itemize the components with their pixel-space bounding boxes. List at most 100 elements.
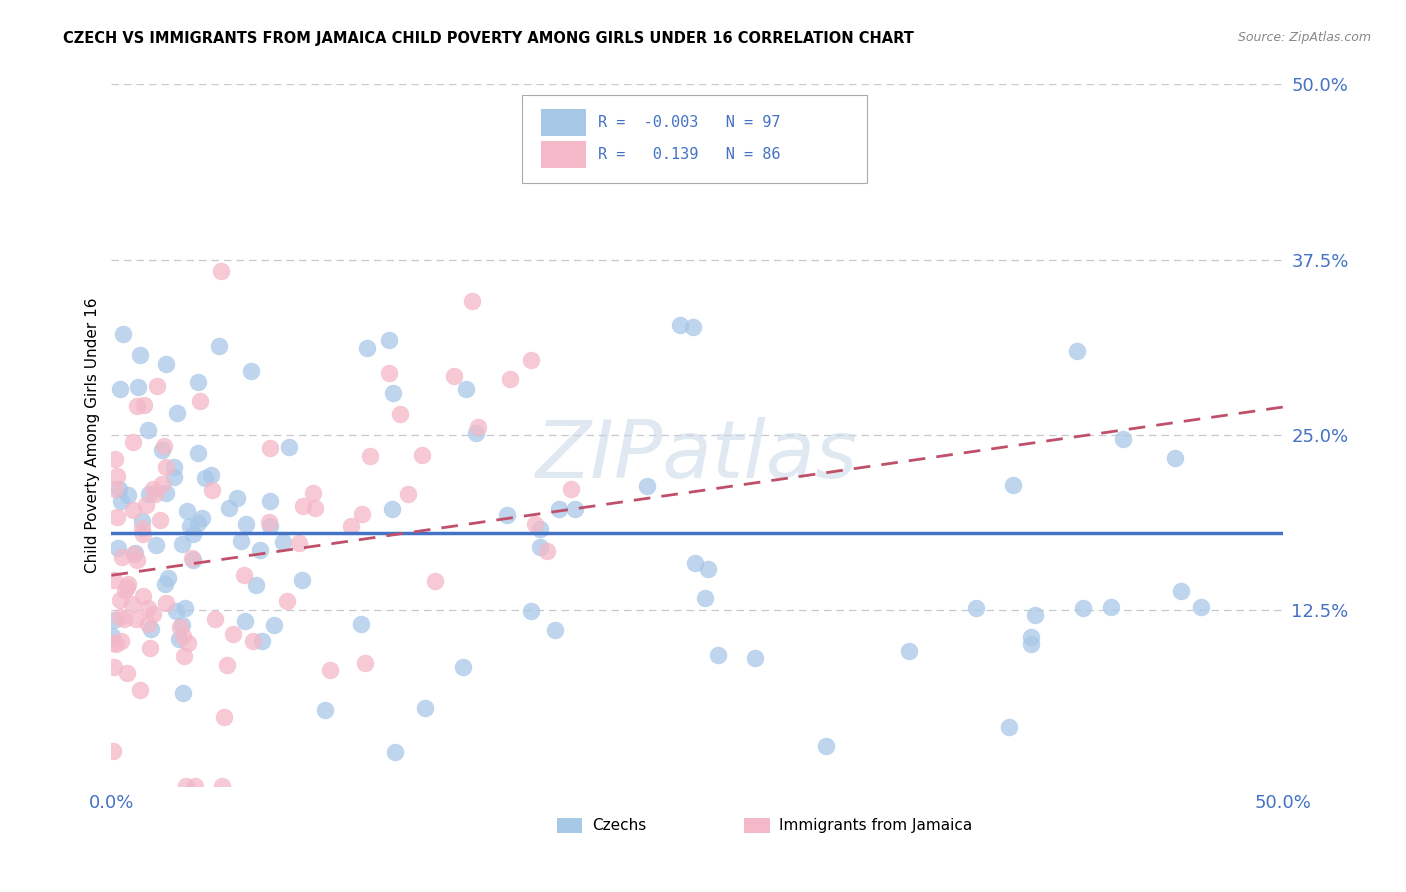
Point (359, 450, 381, 464)
Point (191, 511, 214, 525)
Point (396, 487, 419, 501)
Point (547, 501, 569, 516)
Point (145, 486, 167, 500)
Point (103, 744, 125, 758)
Point (136, 601, 159, 615)
Point (529, 522, 551, 536)
Point (411, 448, 433, 462)
Text: ZIPatlas: ZIPatlas (536, 417, 858, 495)
Point (536, 544, 558, 558)
Point (103, 660, 125, 674)
Point (302, 486, 325, 500)
Point (259, 519, 281, 533)
Point (101, 635, 124, 649)
Point (277, 440, 299, 454)
Point (181, 551, 204, 566)
Point (142, 607, 165, 621)
Point (460, 294, 482, 309)
Point (131, 520, 153, 534)
Point (384, 745, 406, 759)
Point (136, 423, 159, 437)
Bar (744, 818, 770, 833)
Y-axis label: Child Poverty Among Girls Under 16: Child Poverty Among Girls Under 16 (86, 297, 100, 573)
Point (176, 504, 198, 518)
Point (209, 264, 232, 278)
Point (233, 567, 256, 582)
Point (524, 517, 547, 532)
Point (163, 460, 186, 475)
Point (132, 589, 155, 603)
Point (229, 533, 252, 548)
Point (314, 703, 336, 717)
Point (110, 494, 132, 508)
Point (150, 476, 173, 491)
Point (519, 352, 541, 367)
Point (413, 701, 436, 715)
Text: Czechs: Czechs (592, 818, 647, 833)
Point (520, 604, 543, 618)
Point (174, 601, 197, 615)
Point (170, 618, 193, 632)
Point (104, 452, 127, 467)
Point (259, 441, 281, 455)
Point (108, 482, 131, 496)
Point (204, 612, 226, 626)
Point (111, 326, 134, 341)
Point (163, 469, 186, 483)
Point (1019, 630, 1042, 644)
Point (744, 651, 766, 665)
Point (214, 710, 236, 724)
Point (132, 526, 155, 541)
Bar (541, 141, 586, 168)
Point (291, 499, 314, 513)
Point (529, 540, 551, 554)
Point (240, 363, 263, 377)
Point (179, 518, 201, 533)
Point (122, 503, 145, 517)
Point (499, 372, 522, 386)
Point (271, 534, 294, 549)
Point (155, 486, 177, 500)
Point (218, 500, 240, 515)
Point (496, 508, 519, 523)
Point (1073, 601, 1095, 615)
Point (115, 580, 138, 594)
Point (1021, 637, 1043, 651)
Point (153, 577, 176, 591)
Point (138, 640, 160, 655)
Point (131, 514, 153, 528)
Point (176, 779, 198, 793)
Point (1024, 607, 1046, 622)
Point (245, 577, 267, 591)
Point (263, 618, 285, 632)
Point (121, 597, 143, 611)
Point (1111, 432, 1133, 446)
Point (537, 168, 560, 182)
Point (1189, 599, 1212, 614)
Point (1170, 583, 1192, 598)
Text: CZECH VS IMMIGRANTS FROM JAMAICA CHILD POVERTY AMONG GIRLS UNDER 16 CORRELATION : CZECH VS IMMIGRANTS FROM JAMAICA CHILD P… (63, 31, 914, 46)
Text: Immigrants from Jamaica: Immigrants from Jamaica (779, 818, 973, 833)
Point (110, 633, 132, 648)
Point (707, 648, 730, 662)
Point (167, 632, 190, 646)
Point (184, 779, 207, 793)
Point (169, 620, 191, 634)
Point (378, 366, 401, 380)
Point (122, 547, 145, 561)
Point (104, 637, 127, 651)
Point (233, 614, 256, 628)
Point (288, 536, 311, 550)
Point (697, 561, 720, 575)
Point (124, 546, 146, 560)
FancyBboxPatch shape (522, 95, 868, 183)
Point (122, 434, 145, 449)
Point (814, 739, 837, 753)
Point (145, 379, 167, 393)
Point (128, 683, 150, 698)
Point (965, 601, 987, 615)
Point (170, 537, 193, 551)
Point (105, 509, 128, 524)
Point (443, 368, 465, 383)
Point (544, 624, 567, 638)
